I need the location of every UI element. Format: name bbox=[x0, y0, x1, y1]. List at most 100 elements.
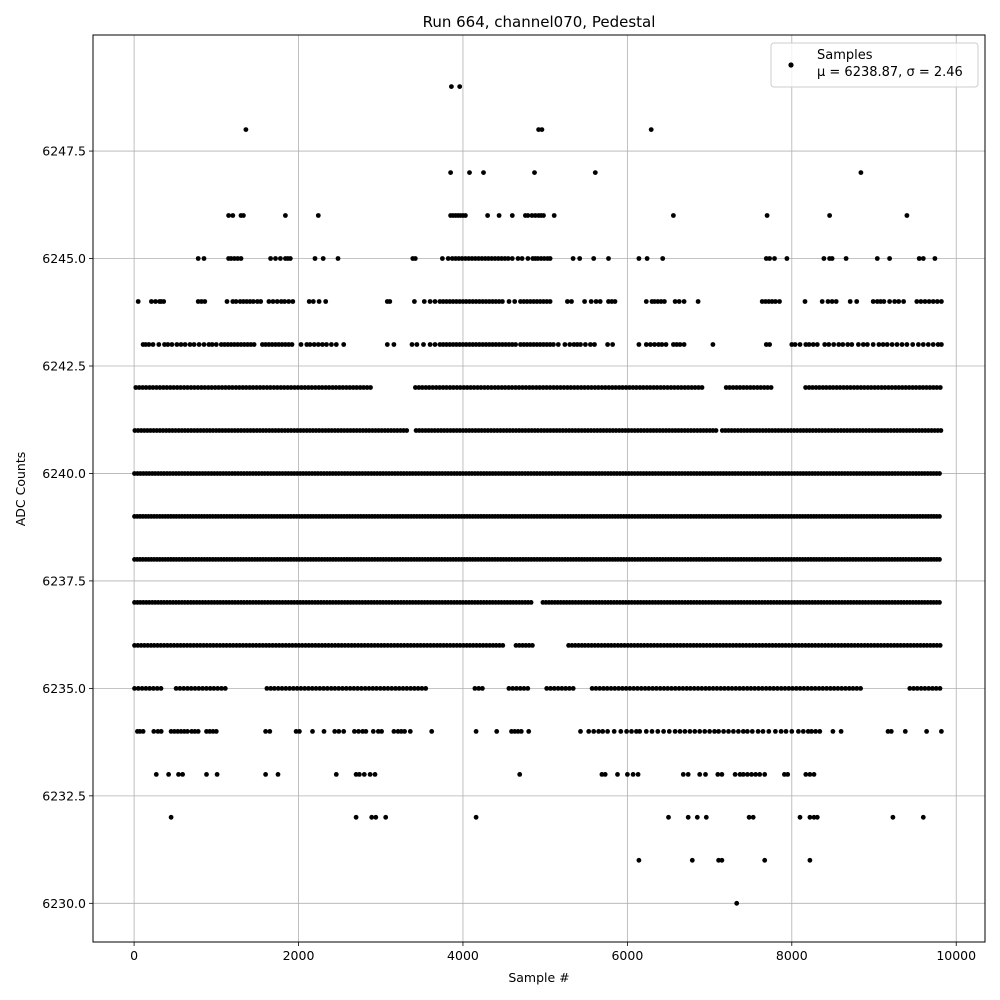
data-point bbox=[473, 342, 479, 347]
data-point bbox=[509, 256, 515, 261]
data-point bbox=[276, 643, 282, 648]
data-point bbox=[493, 342, 499, 347]
data-point bbox=[135, 686, 141, 691]
data-point bbox=[457, 385, 463, 390]
data-point bbox=[812, 686, 818, 691]
data-point bbox=[924, 643, 930, 648]
data-point bbox=[402, 729, 407, 734]
data-point bbox=[714, 643, 719, 648]
data-point bbox=[323, 299, 329, 304]
data-point bbox=[523, 385, 529, 390]
data-point bbox=[337, 385, 342, 390]
data-point bbox=[162, 342, 167, 347]
data-point bbox=[688, 686, 693, 691]
data-point bbox=[578, 385, 584, 390]
data-point bbox=[440, 385, 446, 390]
data-point bbox=[385, 686, 391, 691]
data-point bbox=[494, 729, 500, 734]
data-point bbox=[820, 385, 826, 390]
data-point bbox=[492, 385, 498, 390]
data-point bbox=[355, 686, 360, 691]
data-point bbox=[324, 342, 329, 347]
data-point bbox=[732, 772, 738, 777]
data-point bbox=[461, 385, 467, 390]
data-point bbox=[415, 686, 421, 691]
data-point bbox=[174, 643, 180, 648]
data-point bbox=[253, 643, 259, 648]
data-point bbox=[381, 686, 387, 691]
data-point bbox=[789, 729, 795, 734]
data-point bbox=[882, 385, 888, 390]
data-point bbox=[317, 686, 323, 691]
data-point bbox=[759, 299, 765, 304]
data-point bbox=[841, 385, 846, 390]
data-point bbox=[767, 256, 772, 261]
data-point bbox=[740, 643, 746, 648]
data-point bbox=[875, 643, 881, 648]
data-point bbox=[424, 643, 430, 648]
data-point bbox=[706, 686, 712, 691]
data-point bbox=[224, 643, 230, 648]
data-point bbox=[306, 299, 312, 304]
data-point bbox=[525, 256, 531, 261]
data-point bbox=[299, 643, 305, 648]
data-point bbox=[165, 342, 171, 347]
data-point bbox=[655, 299, 661, 304]
data-point bbox=[197, 643, 203, 648]
data-point bbox=[852, 643, 858, 648]
data-point bbox=[568, 385, 574, 390]
data-point bbox=[174, 342, 180, 347]
data-point bbox=[672, 385, 677, 390]
y-tick-label: 6247.5 bbox=[42, 144, 86, 159]
data-point bbox=[631, 686, 637, 691]
data-point bbox=[911, 686, 916, 691]
data-point bbox=[268, 686, 274, 691]
data-point bbox=[283, 643, 289, 648]
data-point bbox=[879, 385, 884, 390]
data-point bbox=[636, 342, 642, 347]
data-point bbox=[881, 299, 887, 304]
data-point bbox=[226, 385, 232, 390]
data-point bbox=[398, 729, 404, 734]
data-point bbox=[775, 686, 780, 691]
data-point bbox=[456, 256, 462, 261]
data-point bbox=[834, 385, 840, 390]
data-point bbox=[602, 385, 608, 390]
data-point bbox=[850, 686, 856, 691]
data-point bbox=[206, 342, 212, 347]
data-point bbox=[258, 299, 264, 304]
data-point bbox=[195, 729, 201, 734]
y-tick-label: 6237.5 bbox=[42, 573, 86, 588]
data-point bbox=[288, 385, 294, 390]
data-point bbox=[583, 342, 588, 347]
data-point bbox=[745, 772, 750, 777]
data-point bbox=[366, 686, 372, 691]
data-point bbox=[681, 342, 687, 347]
data-point bbox=[407, 729, 413, 734]
data-point bbox=[570, 686, 576, 691]
data-point bbox=[762, 772, 768, 777]
data-point bbox=[899, 385, 905, 390]
data-point bbox=[408, 643, 414, 648]
data-point bbox=[427, 299, 433, 304]
data-point bbox=[707, 643, 713, 648]
data-point bbox=[464, 385, 470, 390]
data-point bbox=[733, 643, 739, 648]
data-point bbox=[241, 342, 247, 347]
data-point bbox=[278, 256, 283, 261]
data-point bbox=[171, 643, 177, 648]
data-point bbox=[806, 342, 812, 347]
data-point bbox=[194, 643, 200, 648]
data-point bbox=[565, 299, 570, 304]
data-point bbox=[495, 385, 501, 390]
data-point bbox=[528, 299, 533, 304]
data-point bbox=[497, 643, 502, 648]
data-point bbox=[782, 686, 788, 691]
data-point bbox=[773, 643, 779, 648]
data-point bbox=[786, 686, 792, 691]
data-point bbox=[383, 814, 389, 820]
data-point bbox=[646, 686, 652, 691]
data-point bbox=[354, 385, 360, 390]
data-point bbox=[792, 342, 798, 347]
data-point bbox=[506, 299, 512, 304]
